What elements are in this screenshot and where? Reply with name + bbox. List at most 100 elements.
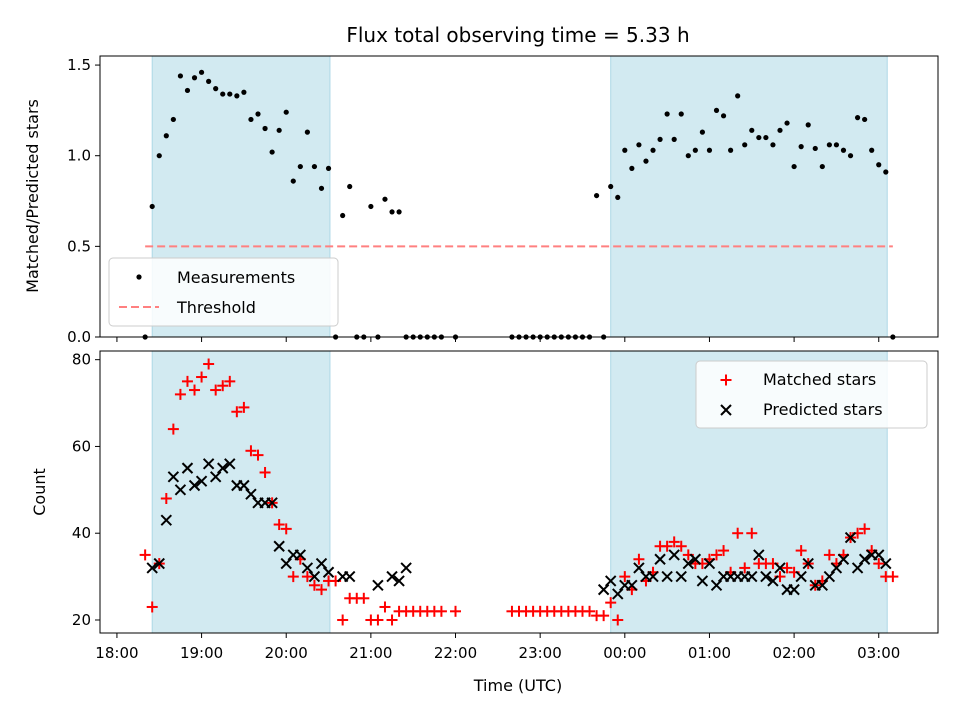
matched-point-74 [718,545,730,557]
predicted-point-28-b [372,579,384,591]
measurement-point-21 [290,178,296,184]
predicted-point-36-b [626,579,638,591]
predicted-point-69 [858,553,871,565]
measurement-point-86 [805,122,811,128]
xtick-label-1: 19:00 [180,644,223,662]
predicted-point-31 [400,562,412,574]
predicted-point-72-b [880,557,892,570]
predicted-point-64-b [823,570,836,583]
measurement-point-63 [643,158,649,164]
predicted-point-14-b [245,488,257,500]
bottom-ytick-label-3: 80 [72,351,91,369]
predicted-point-34 [612,588,624,600]
predicted-point-39-b [647,570,659,583]
predicted-point-21 [294,549,307,561]
measurement-point-22 [297,163,303,170]
top-shaded-span-1 [610,55,888,338]
predicted-point-18 [273,540,285,552]
matched-point-98 [887,571,899,583]
predicted-point-22 [301,562,314,574]
legend-threshold-label: Threshold [176,298,256,317]
measurement-point-34 [382,196,388,202]
predicted-point-5-b [181,462,194,474]
measurement-point-17 [262,125,268,132]
predicted-point-61 [802,557,814,570]
predicted-point-43-b [675,570,687,583]
predicted-point-9-b [209,471,222,483]
predicted-point-41 [661,570,673,583]
predicted-point-8 [202,458,215,470]
x-axis-label: Time (UTC) [473,676,562,695]
matched-point-85 [795,545,807,557]
measurement-point-56 [593,192,600,199]
measurement-point-7 [191,75,198,81]
matched-point-59 [612,614,624,626]
predicted-point-19-b [280,557,292,570]
matched-point-8 [196,371,208,383]
predicted-point-33-b [604,575,617,587]
predicted-point-47 [703,557,716,570]
matched-point-76 [732,527,744,539]
measurement-point-59 [615,194,621,201]
measurement-point-64 [650,147,656,153]
measurement-point-60 [622,147,628,153]
predicted-point-10 [217,462,229,474]
predicted-point-21-b [294,549,307,561]
matched-point-68 [675,540,687,552]
matched-point-25 [315,584,327,596]
predicted-point-28 [372,579,384,591]
measurement-point-35 [389,209,395,215]
predicted-point-30 [393,575,405,587]
matched-point-42 [435,605,447,617]
predicted-point-71-b [873,549,885,561]
measurement-point-32 [368,203,374,210]
predicted-point-32-b [597,583,610,596]
predicted-point-57 [774,562,786,574]
measurement-point-83 [784,120,790,126]
predicted-point-72 [880,557,892,570]
matched-point-4 [167,423,179,435]
predicted-point-6 [188,479,201,492]
matched-point-13 [231,406,243,418]
predicted-point-40 [654,553,666,565]
measurement-point-69 [685,153,691,159]
top-y-axis-label: Matched/Predicted stars [23,99,42,293]
predicted-point-24 [315,557,328,570]
xtick-label-4: 22:00 [434,644,477,662]
measurement-point-80 [763,134,769,141]
predicted-point-44 [682,557,695,570]
predicted-point-3 [167,471,180,483]
predicted-point-5 [181,462,194,474]
predicted-point-42-b [668,549,680,561]
measurement-point-3 [163,133,169,139]
predicted-point-3-b [167,471,180,483]
measurement-point-91 [840,147,847,153]
bottom-plot-frame [99,350,939,634]
measurement-point-13 [234,93,240,99]
measurement-point-12 [227,91,233,97]
measurement-point-19 [276,127,282,133]
predicted-point-17-b [266,497,278,509]
bottom-x-axis: 18:00 19:00 20:00 21:00 22:00 23:00 00:00 01:00… [95,633,900,662]
predicted-point-47-b [703,557,716,570]
measurement-point-85 [798,144,804,150]
predicted-point-63-b [816,579,829,591]
matched-point-33 [372,614,384,626]
xtick-label-7: 01:00 [688,644,731,662]
measurement-point-29 [347,183,353,190]
bottom-legend-box [695,360,928,429]
legend-predicted-x [720,404,732,416]
predicted-point-4 [174,484,187,496]
xtick-label-9: 03:00 [857,644,900,662]
predicted-point-65-b [830,562,843,574]
predicted-point-39 [647,570,659,583]
predicted-point-36 [626,579,638,591]
measurement-point-6 [184,87,191,94]
matched-point-31 [358,592,370,604]
xtick-label-0: 18:00 [95,644,138,662]
matched-point-34 [379,601,391,613]
top-legend: Measurements Threshold [108,257,339,327]
measurement-point-23 [304,129,310,135]
predicted-point-8-b [202,458,215,470]
predicted-point-55-b [760,570,772,583]
